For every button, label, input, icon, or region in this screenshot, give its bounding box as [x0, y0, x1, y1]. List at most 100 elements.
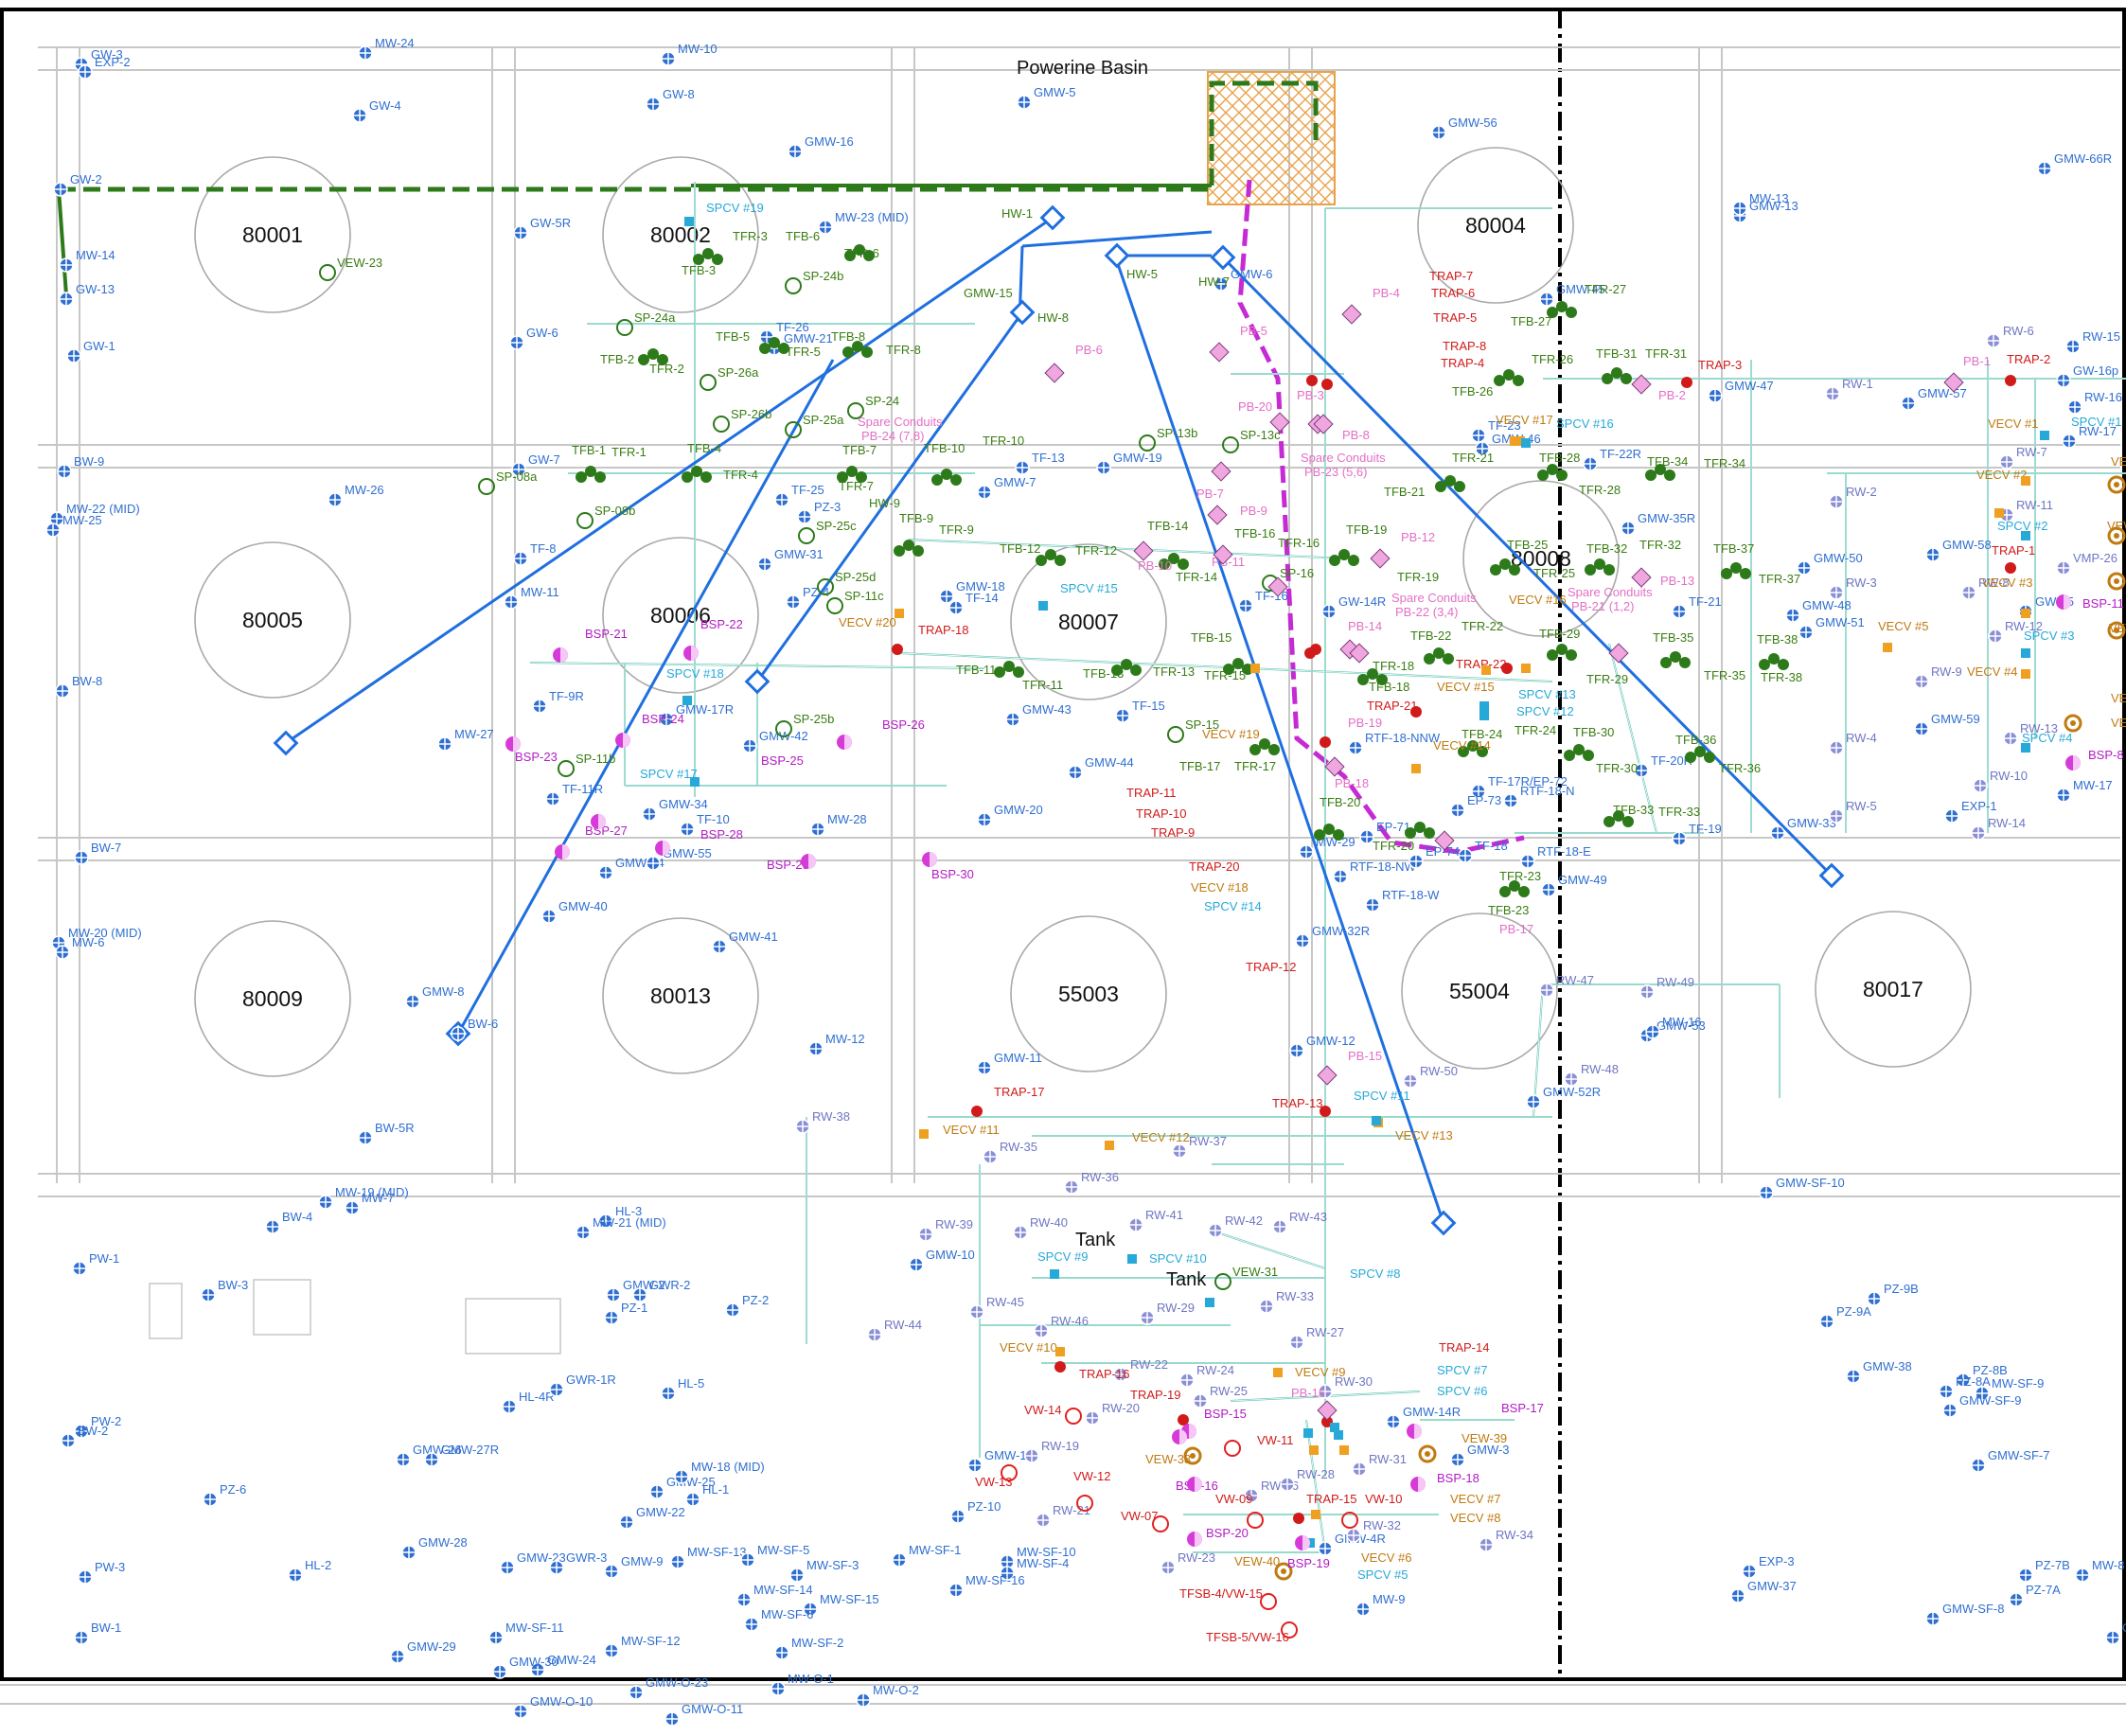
well-gmw-18[interactable]: GMW-18 — [939, 579, 1005, 604]
well-gw-2[interactable]: GW-2 — [53, 172, 102, 197]
well-mw-18-mid-[interactable]: MW-18 (MID) — [674, 1460, 765, 1484]
well-gmw-55[interactable]: GMW-55 — [646, 846, 712, 871]
well-mw-16[interactable]: MW-16 — [1645, 1015, 1702, 1039]
well-gmw-5[interactable]: GMW-5 — [1017, 85, 1076, 110]
well-gmw-37[interactable]: GMW-37 — [1730, 1579, 1797, 1603]
well-rw-40[interactable]: RW-40 — [1013, 1215, 1068, 1240]
well-rw-37[interactable]: RW-37 — [1172, 1134, 1227, 1159]
well-rw-2[interactable]: RW-2 — [1829, 485, 1877, 509]
well-rw-29[interactable]: RW-29 — [1140, 1301, 1195, 1325]
well-rw-33[interactable]: RW-33 — [1259, 1289, 1314, 1314]
well-rw-15[interactable]: RW-15 — [2065, 329, 2120, 354]
well-pw-2[interactable]: PW-2 — [74, 1414, 121, 1439]
well-gw-8[interactable]: GW-8 — [646, 87, 695, 112]
well-gwr-1r[interactable]: GWR-1R — [549, 1373, 616, 1397]
well-gmw-30[interactable]: GMW-30 — [492, 1655, 558, 1679]
well-rw-14[interactable]: RW-14 — [1971, 816, 2026, 841]
well-rw-39[interactable]: RW-39 — [918, 1217, 973, 1242]
well-gmw-40[interactable]: GMW-40 — [541, 899, 608, 924]
well-mw-sf-16[interactable]: MW-SF-16 — [948, 1573, 1025, 1598]
well-rw-50[interactable]: RW-50 — [1403, 1064, 1458, 1089]
well-mw-sf-3[interactable]: MW-SF-3 — [789, 1558, 859, 1583]
well-mw-sf-1[interactable]: MW-SF-1 — [892, 1543, 961, 1568]
well-pz-6[interactable]: PZ-6 — [203, 1482, 246, 1507]
well-gmw-6[interactable]: GMW-6 — [1214, 267, 1273, 292]
well-mw-13[interactable]: MW-13 — [1732, 191, 1789, 216]
well-rw-12[interactable]: RW-12 — [1988, 619, 2043, 644]
well-rw-49[interactable]: RW-49 — [1639, 975, 1694, 1000]
well-hl-2[interactable]: HL-2 — [288, 1558, 331, 1583]
well-gmw-1[interactable]: GMW-1 — [967, 1448, 1027, 1473]
well-mw-9[interactable]: MW-9 — [1355, 1592, 1405, 1617]
well-rtf-18-e[interactable]: RTF-18-E — [1520, 844, 1591, 869]
well-mw-sf-2[interactable]: MW-SF-2 — [774, 1636, 843, 1660]
well-hl-3[interactable]: HL-3 — [598, 1204, 642, 1229]
well-rw-47[interactable]: RW-47 — [1539, 973, 1594, 998]
well-gmw-10[interactable]: GMW-10 — [909, 1248, 975, 1272]
well-gmw-31[interactable]: GMW-31 — [757, 547, 824, 572]
hw-hw-7[interactable]: HW-7 — [1198, 275, 1230, 289]
hw-hw-1[interactable]: HW-1 — [1001, 206, 1033, 221]
well-mw-10[interactable]: MW-10 — [661, 42, 718, 66]
well-bw-7[interactable]: BW-7 — [74, 841, 121, 865]
well-gmw-43[interactable]: GMW-43 — [1005, 702, 1072, 727]
well-mw-sf-6[interactable]: MW-SF-6 — [744, 1607, 813, 1632]
well-rtf-18-nnw[interactable]: RTF-18-NNW — [1348, 731, 1441, 755]
well-rw-35[interactable]: RW-35 — [983, 1140, 1037, 1164]
well-rtf-18-w[interactable]: RTF-18-W — [1365, 888, 1440, 912]
well-rw-17[interactable]: RW-17 — [2062, 424, 2117, 449]
well-vmp-26[interactable]: VMP-26 — [2056, 551, 2117, 576]
well-mw-28[interactable]: MW-28 — [810, 812, 867, 837]
well-gmw-59[interactable]: GMW-59 — [1914, 712, 1980, 736]
well-gw-5r[interactable]: GW-5R — [513, 216, 571, 240]
well-mw-25[interactable]: MW-25 — [45, 513, 102, 538]
well-rw-36[interactable]: RW-36 — [1064, 1170, 1119, 1195]
well-rw-25[interactable]: RW-25 — [1193, 1384, 1248, 1408]
well-rw-4[interactable]: RW-4 — [1829, 731, 1877, 755]
well-gmw-44[interactable]: GMW-44 — [1068, 755, 1134, 780]
well-rw-41[interactable]: RW-41 — [1128, 1208, 1183, 1232]
well-gmw-sf-9[interactable]: GMW-SF-9 — [1942, 1393, 2021, 1418]
well-rw-1[interactable]: RW-1 — [1825, 377, 1873, 401]
well-gw-7[interactable]: GW-7 — [511, 452, 560, 477]
well-exp-1[interactable]: EXP-1 — [1944, 799, 1997, 824]
well-gmw-66r[interactable]: GMW-66R — [2037, 151, 2112, 176]
well-gmw-33[interactable]: GMW-33 — [1770, 816, 1836, 841]
well-gmw-27r[interactable]: GMW-27R — [424, 1443, 499, 1467]
well-tf-23[interactable]: TF-23 — [1471, 418, 1521, 443]
well-rw-43[interactable]: RW-43 — [1272, 1210, 1327, 1234]
well-gwr-2[interactable]: GWR-2 — [632, 1278, 690, 1302]
well-rw-28[interactable]: RW-28 — [1280, 1467, 1335, 1492]
well-gmw-sf-8[interactable]: GMW-SF-8 — [1925, 1602, 2004, 1626]
well-rw-46[interactable]: RW-46 — [1034, 1314, 1089, 1338]
well-rw-21[interactable]: RW-21 — [1036, 1503, 1090, 1528]
well-rw-38[interactable]: RW-38 — [795, 1109, 850, 1134]
well-gmw-34[interactable]: GMW-34 — [642, 797, 708, 822]
well-bw-1[interactable]: BW-1 — [74, 1621, 121, 1645]
well-mw-sf-12[interactable]: MW-SF-12 — [604, 1634, 681, 1658]
well-mw-12[interactable]: MW-12 — [808, 1032, 865, 1056]
well-rw-44[interactable]: RW-44 — [867, 1318, 922, 1342]
well-gw-4[interactable]: GW-4 — [352, 98, 401, 123]
well-rw-7[interactable]: RW-7 — [1999, 445, 2047, 469]
well-rw-30[interactable]: RW-30 — [1318, 1374, 1373, 1399]
well-gmw-50[interactable]: GMW-50 — [1797, 551, 1863, 576]
well-pz-4[interactable]: PZ-4 — [786, 585, 829, 610]
hw-hw-5[interactable]: HW-5 — [1126, 267, 1158, 281]
well-rw-22[interactable]: RW-22 — [1113, 1357, 1168, 1382]
well-mw-sf-13[interactable]: MW-SF-13 — [670, 1545, 747, 1569]
well-tf-17r-ep-72[interactable]: TF-17R/EP-72 — [1471, 774, 1568, 799]
well-gmw-49[interactable]: GMW-49 — [1541, 873, 1607, 897]
well-tf-22r[interactable]: TF-22R — [1583, 447, 1641, 471]
well-rw-6[interactable]: RW-6 — [1986, 324, 2034, 348]
well-mw-o-1[interactable]: MW-O-1 — [771, 1672, 834, 1696]
well-hl-1[interactable]: HL-1 — [685, 1482, 729, 1507]
well-mw-8[interactable]: MW-8 — [2075, 1558, 2124, 1583]
well-exp-3[interactable]: EXP-3 — [1742, 1554, 1795, 1579]
well-gmw-24[interactable]: GMW-24 — [530, 1653, 596, 1677]
well-gw-6[interactable]: GW-6 — [509, 326, 558, 350]
well-pz-3[interactable]: PZ-3 — [797, 500, 841, 524]
well-rw-9[interactable]: RW-9 — [1914, 664, 1962, 689]
well-rw-3[interactable]: RW-3 — [1829, 576, 1877, 600]
well-mw-21-mid-[interactable]: MW-21 (MID) — [576, 1215, 666, 1240]
